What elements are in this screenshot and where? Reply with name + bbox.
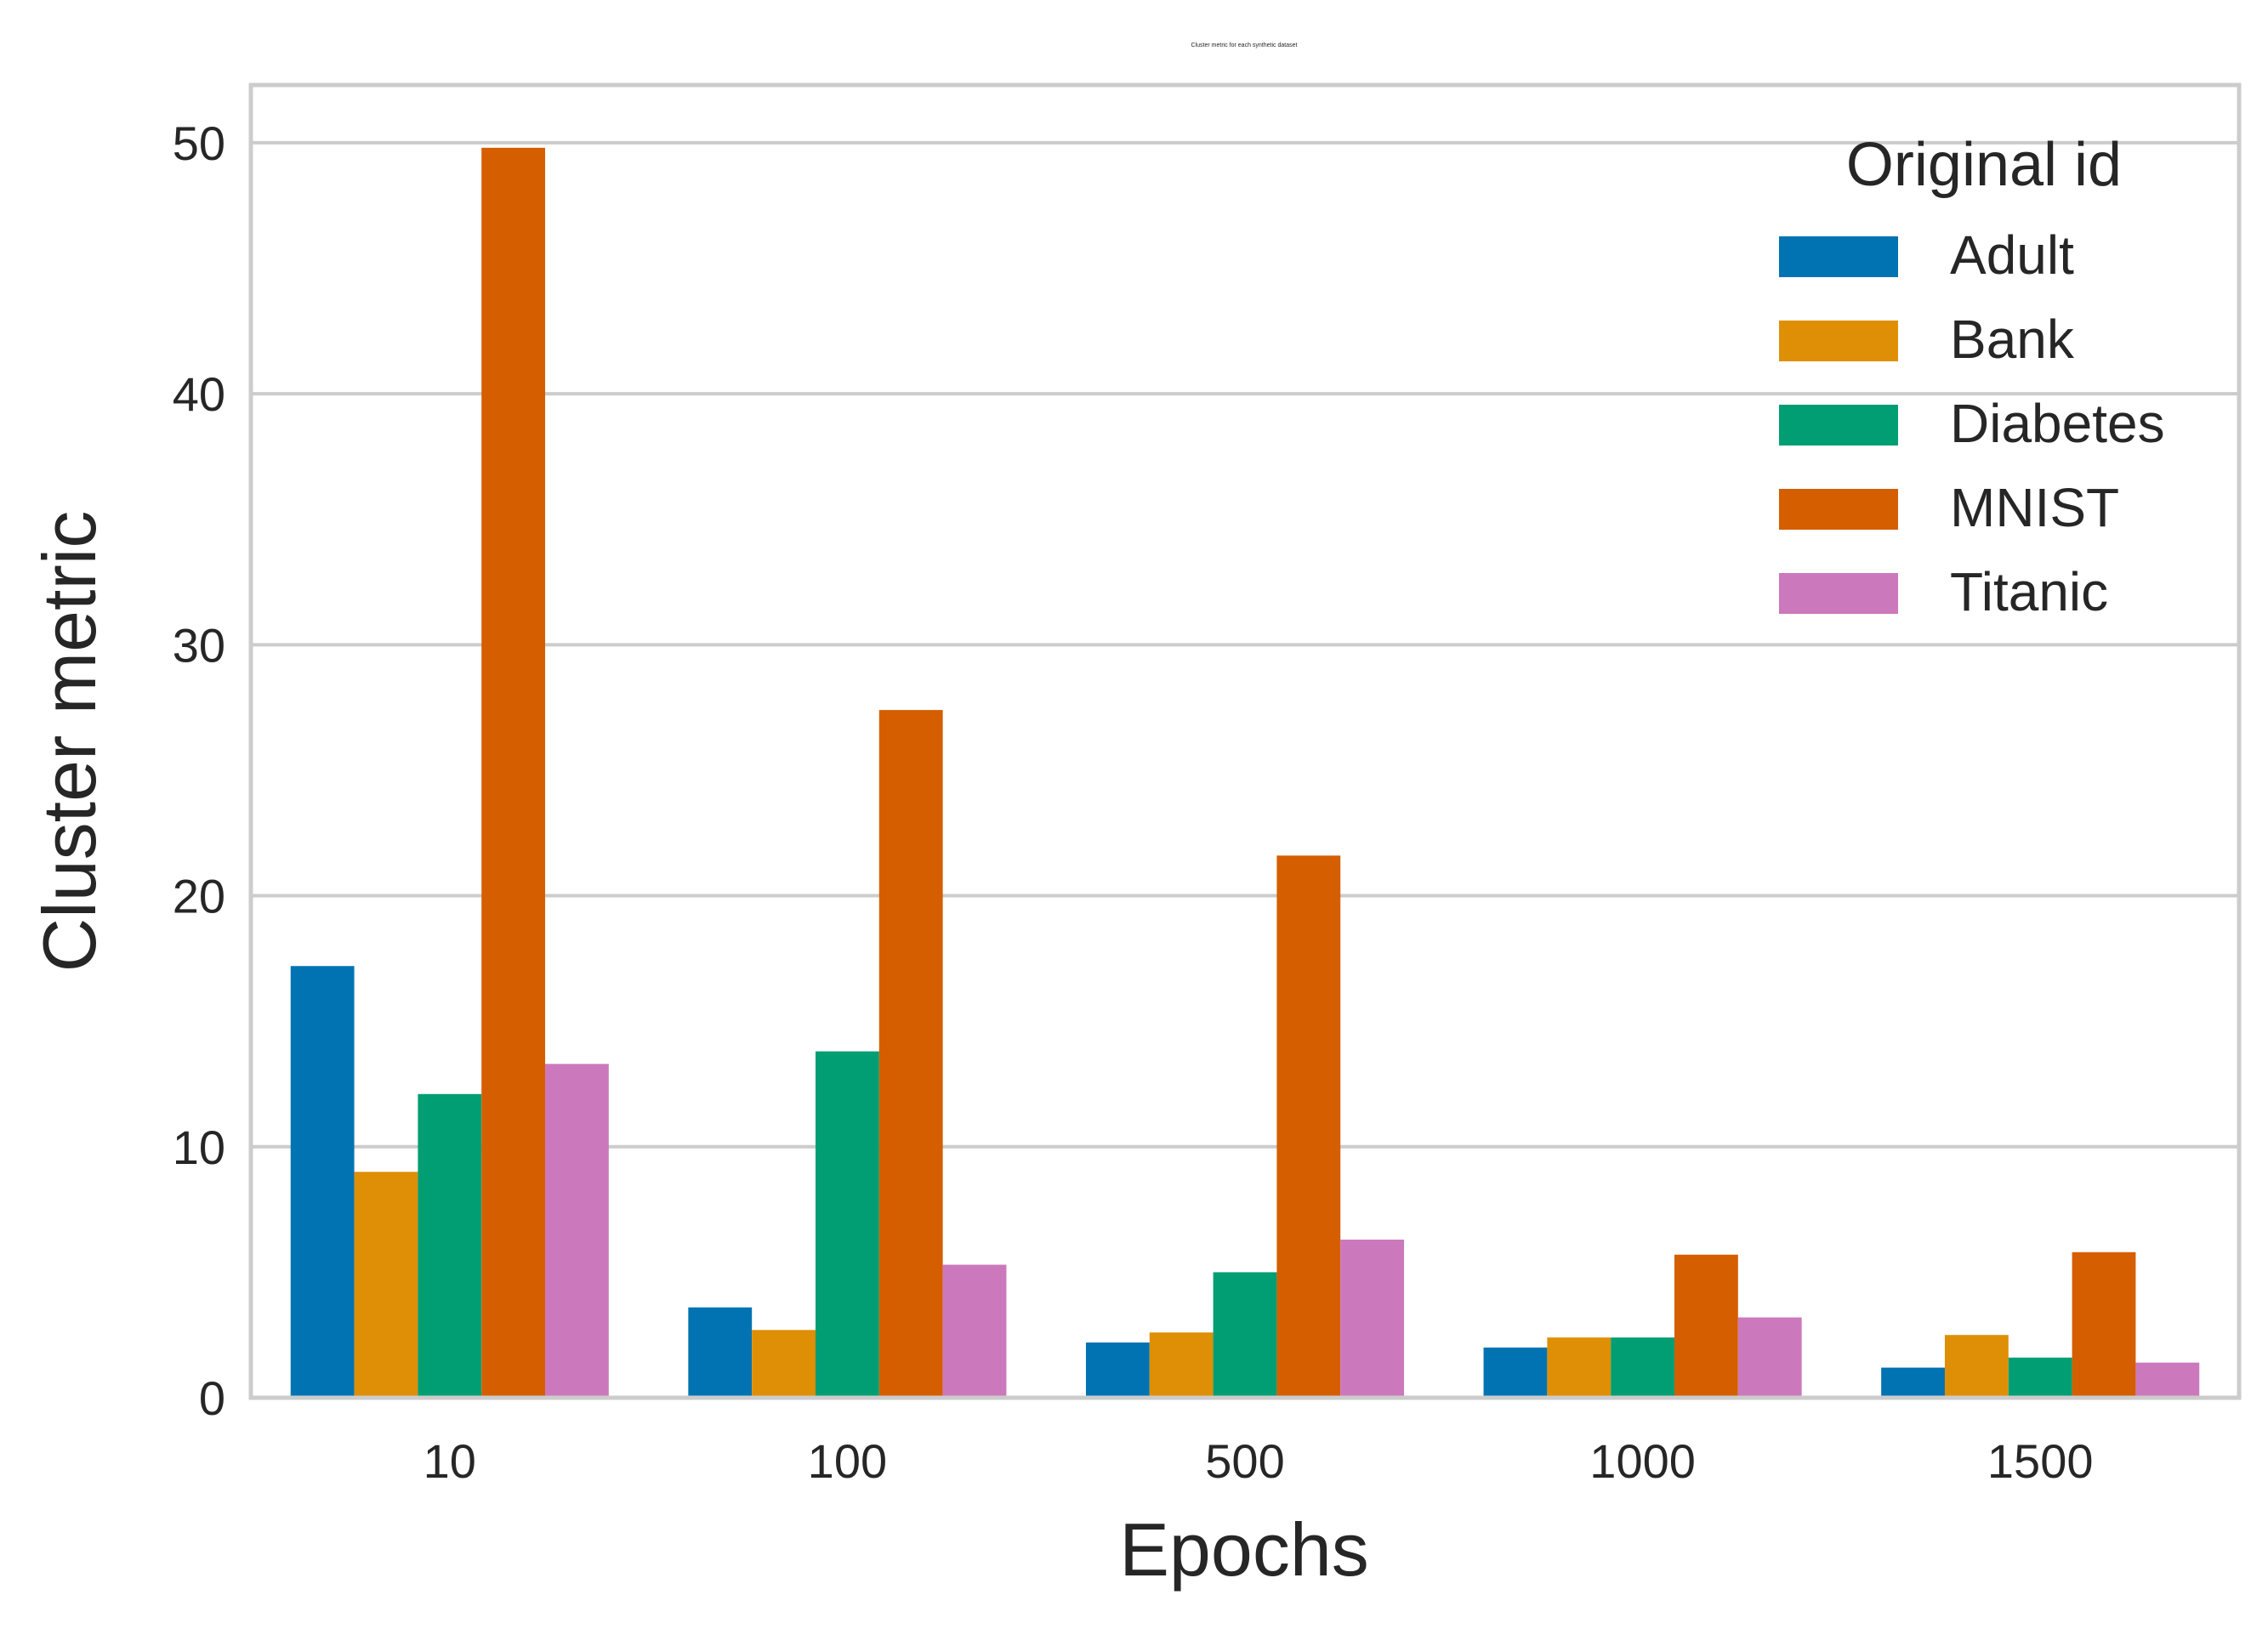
bars bbox=[290, 147, 2200, 1399]
y-tick-label: 40 bbox=[173, 367, 225, 421]
bar-mnist-1500 bbox=[2072, 1252, 2136, 1398]
x-tick-label: 1000 bbox=[1589, 1434, 1696, 1488]
y-tick-label: 30 bbox=[173, 618, 225, 672]
legend-swatch-bank bbox=[1779, 321, 1898, 361]
bar-titanic-1500 bbox=[2135, 1362, 2200, 1398]
bar-adult-1000 bbox=[1483, 1347, 1548, 1398]
bar-bank-100 bbox=[752, 1330, 816, 1398]
bar-mnist-100 bbox=[878, 710, 943, 1398]
x-tick-labels: 10 100 500 1000 1500 bbox=[423, 1434, 2094, 1488]
legend-swatch-adult bbox=[1779, 236, 1898, 277]
legend-swatch-titanic bbox=[1779, 573, 1898, 614]
bar-titanic-100 bbox=[942, 1264, 1007, 1398]
legend-label-bank: Bank bbox=[1950, 309, 2075, 370]
chart-title: Cluster metric for each synthetic datase… bbox=[1191, 43, 1298, 48]
legend-title: Original id bbox=[1846, 131, 2122, 199]
bar-titanic-10 bbox=[545, 1064, 609, 1398]
bar-bank-500 bbox=[1149, 1332, 1214, 1398]
legend-swatch-mnist bbox=[1779, 489, 1898, 530]
legend-label-diabetes: Diabetes bbox=[1950, 393, 2165, 454]
bar-mnist-10 bbox=[481, 147, 546, 1399]
x-tick-label: 10 bbox=[423, 1434, 476, 1488]
bar-mnist-1000 bbox=[1674, 1254, 1738, 1398]
legend: Original id Adult Bank Diabetes MNIST Titani… bbox=[1779, 131, 2165, 622]
legend-label-titanic: Titanic bbox=[1950, 561, 2108, 622]
y-tick-label: 50 bbox=[173, 116, 225, 170]
bar-adult-500 bbox=[1085, 1342, 1150, 1398]
y-axis-title: Cluster metric bbox=[27, 511, 111, 973]
y-tick-label: 10 bbox=[173, 1121, 225, 1174]
x-tick-label: 100 bbox=[808, 1434, 887, 1488]
bar-diabetes-1500 bbox=[2008, 1357, 2072, 1398]
bar-bank-10 bbox=[354, 1172, 418, 1398]
legend-label-adult: Adult bbox=[1950, 224, 2074, 286]
y-tick-label: 0 bbox=[199, 1371, 225, 1425]
bar-diabetes-1000 bbox=[1611, 1337, 1675, 1398]
y-tick-labels: 0 10 20 30 40 50 bbox=[173, 116, 225, 1425]
bar-adult-1500 bbox=[1881, 1367, 1945, 1398]
x-tick-label: 1500 bbox=[1987, 1434, 2094, 1488]
plot-frame bbox=[248, 82, 2242, 1400]
bar-adult-100 bbox=[688, 1307, 753, 1398]
legend-label-mnist: MNIST bbox=[1950, 477, 2119, 538]
bar-diabetes-100 bbox=[815, 1051, 879, 1398]
bar-diabetes-10 bbox=[418, 1093, 482, 1398]
y-tick-label: 20 bbox=[173, 870, 225, 923]
bar-bank-1000 bbox=[1547, 1337, 1611, 1398]
x-axis-title: Epochs bbox=[1119, 1507, 1369, 1592]
x-tick-label: 500 bbox=[1205, 1434, 1284, 1488]
bar-mnist-500 bbox=[1276, 855, 1341, 1398]
legend-swatch-diabetes bbox=[1779, 405, 1898, 446]
bar-titanic-500 bbox=[1340, 1240, 1405, 1398]
bar-titanic-1000 bbox=[1737, 1317, 1802, 1398]
bar-adult-10 bbox=[290, 966, 355, 1398]
bar-diabetes-500 bbox=[1213, 1272, 1277, 1398]
bar-bank-1500 bbox=[1944, 1335, 2009, 1398]
